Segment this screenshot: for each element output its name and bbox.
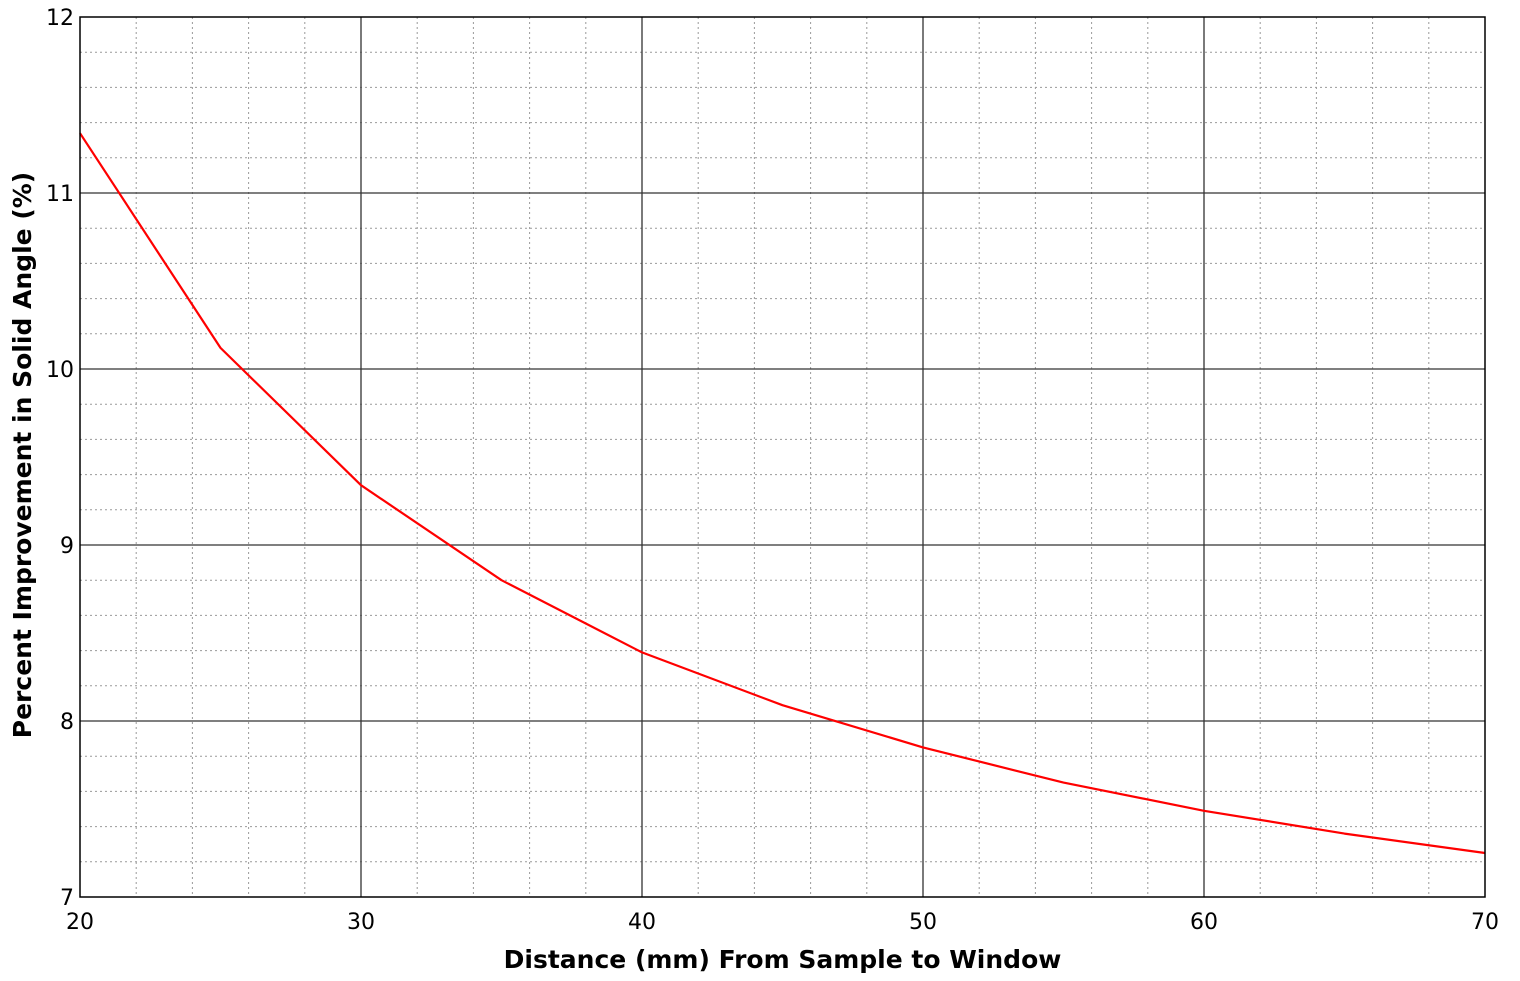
series-line-0 xyxy=(79,132,1486,855)
y-tick-label: 11 xyxy=(46,182,74,207)
y-axis-title: Percent Improvement in Solid Angle (%) xyxy=(8,172,37,738)
series-layer xyxy=(79,132,1486,855)
y-tick-label: 9 xyxy=(60,534,74,559)
x-axis-title: Distance (mm) From Sample to Window xyxy=(504,945,1062,974)
y-tick-label: 10 xyxy=(46,358,74,383)
x-tick-label: 40 xyxy=(628,910,656,935)
y-tick-labels: 7 8 9 10 11 12 xyxy=(46,6,74,911)
y-tick-label: 12 xyxy=(46,6,74,31)
x-tick-label: 60 xyxy=(1190,910,1218,935)
x-tick-label: 20 xyxy=(66,910,94,935)
x-tick-label: 50 xyxy=(909,910,937,935)
y-tick-label: 8 xyxy=(60,710,74,735)
major-grid xyxy=(80,17,1485,897)
minor-grid xyxy=(80,17,1485,897)
plot-frame xyxy=(79,16,1486,898)
x-tick-labels: 20 30 40 50 60 70 xyxy=(66,910,1499,935)
y-tick-label: 7 xyxy=(60,886,74,911)
x-tick-label: 30 xyxy=(347,910,375,935)
x-tick-label: 70 xyxy=(1471,910,1499,935)
